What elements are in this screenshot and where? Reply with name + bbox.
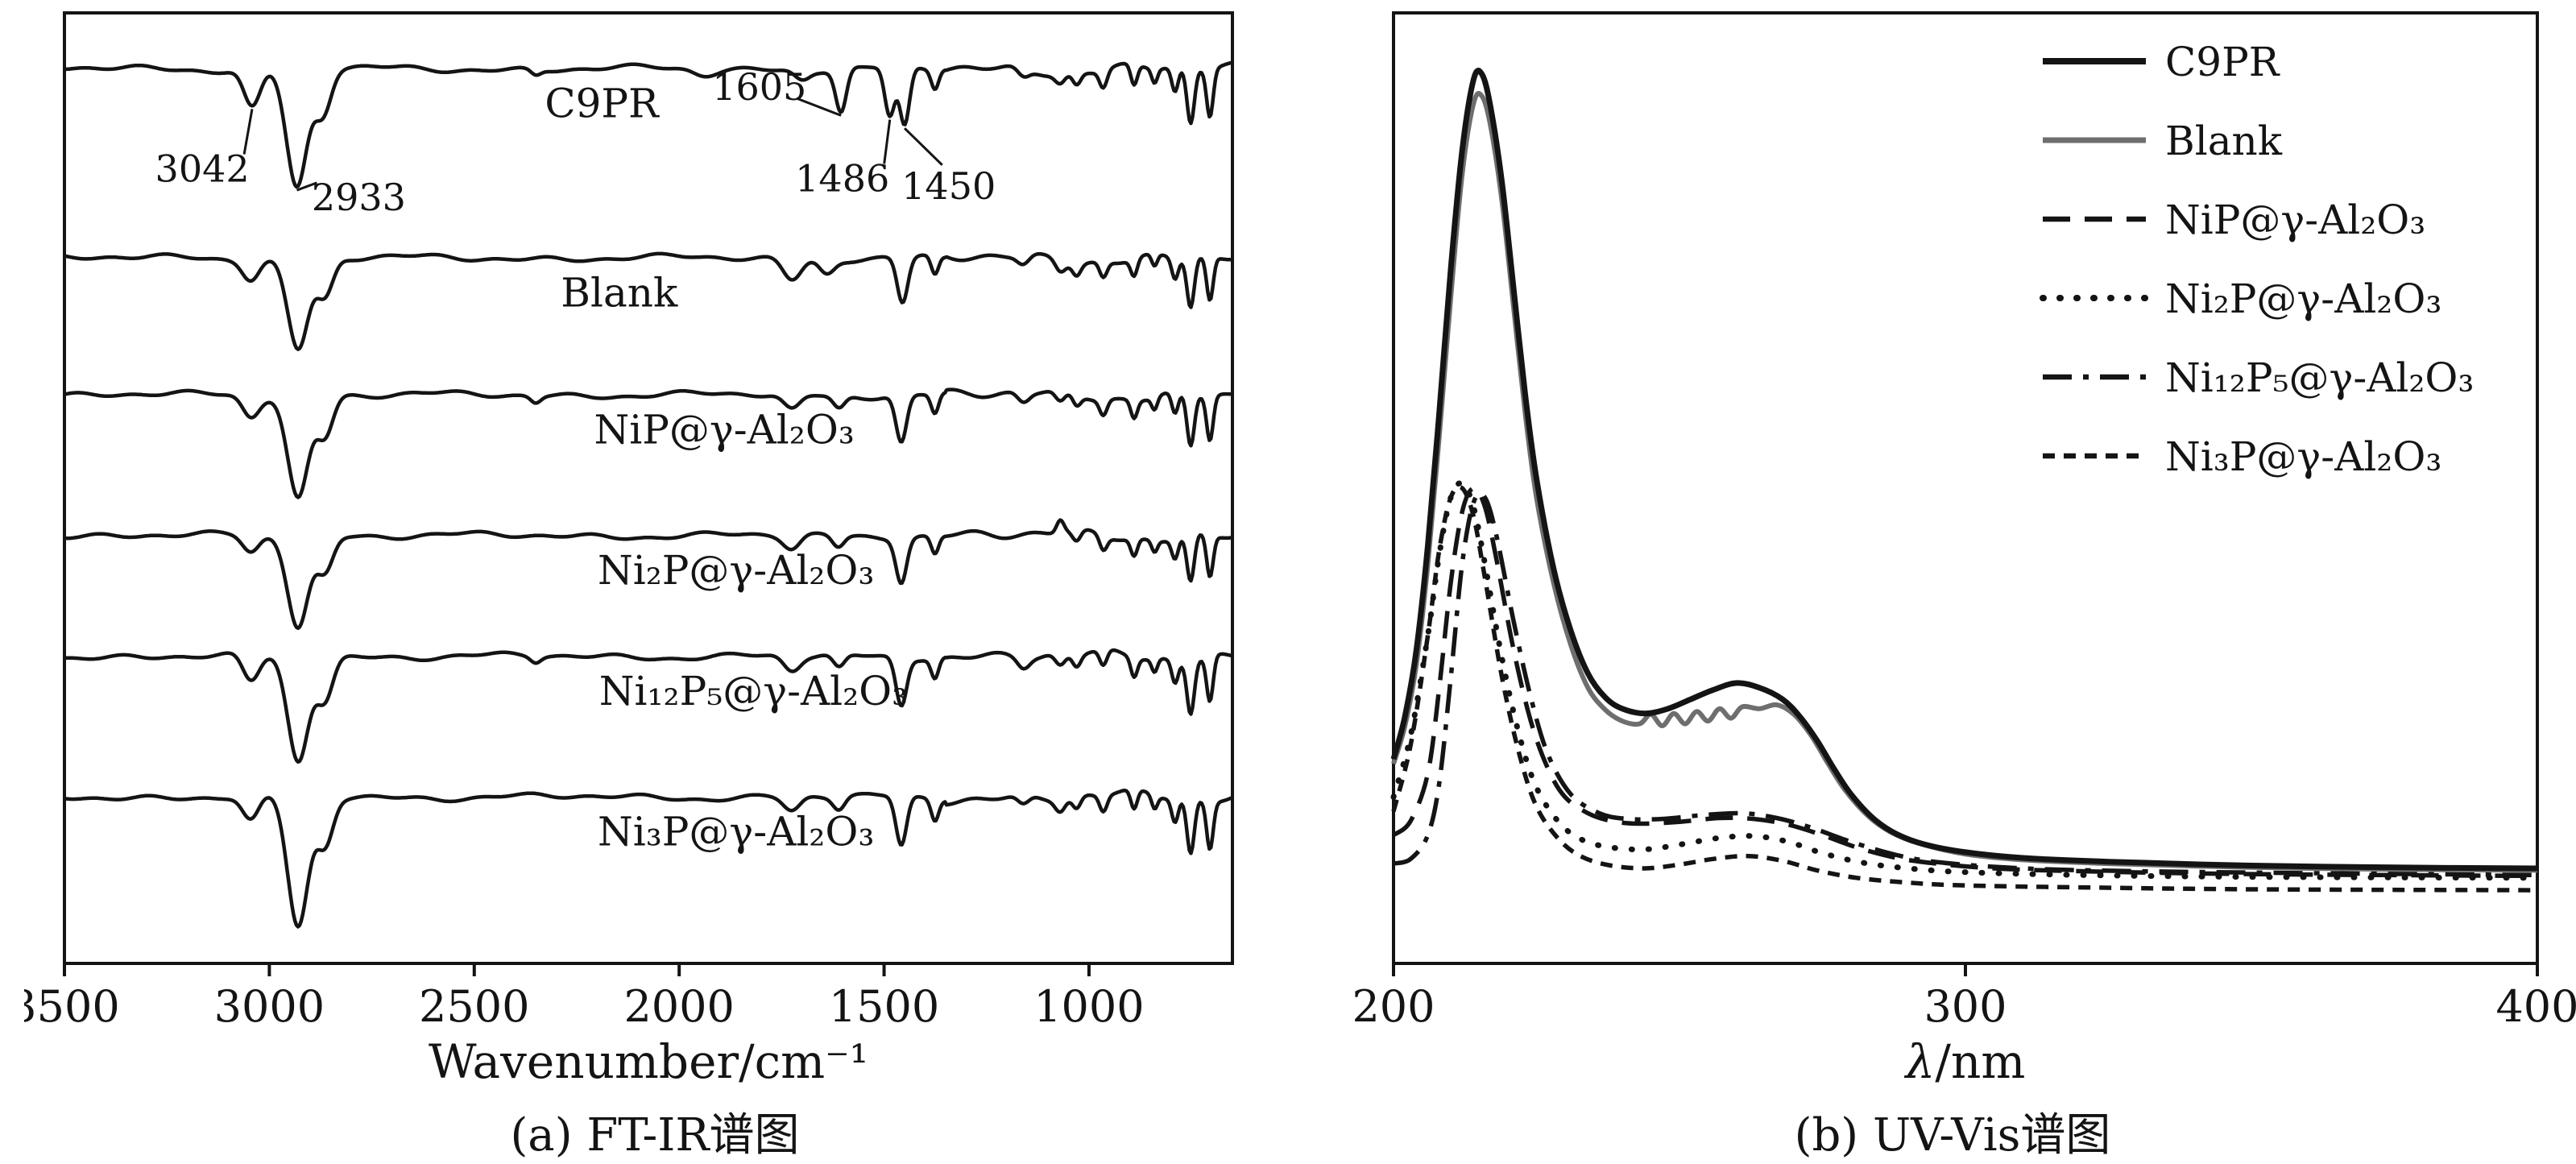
uvvis-x-tick-label: 300	[1924, 981, 2007, 1032]
ftir-x-tick-label: 1500	[829, 981, 939, 1032]
uvvis-plot-frame	[1392, 11, 2539, 965]
ftir-series-label-3: Ni₂P@γ-Al₂O₃	[598, 547, 874, 594]
legend-label-1: Blank	[2165, 118, 2283, 164]
uvvis-x-tick-label: 200	[1352, 981, 1435, 1032]
ftir-x-tick-label: 3000	[214, 981, 325, 1032]
ftir-annotation-line-0	[242, 109, 254, 155]
ftir-x-axis-label: Wavenumber/cm⁻¹	[429, 1034, 868, 1089]
uvvis-caption: (b) UV-Vis谱图	[1794, 1109, 2111, 1162]
ftir-curve-1	[64, 251, 1233, 351]
ftir-chart: Wavenumber/cm⁻¹ 3500 3000 2500 2000 1500 1000…	[24, 11, 1234, 1089]
ftir-annotation-label-3: 1486	[795, 156, 889, 200]
uvvis-chart: λ/nm 200 300 400 C9PR Blank NiP@γ-Al₂O₃ Ni₂P@γ…	[1352, 11, 2576, 1089]
ftir-annotation-label-1: 2933	[312, 176, 406, 219]
panel-uvvis: λ/nm 200 300 400 C9PR Blank NiP@γ-Al₂O₃ Ni₂P@γ…	[1329, 5, 2576, 1164]
ftir-annotation-label-0: 3042	[155, 147, 250, 191]
ftir-annotation-line-1	[296, 181, 317, 192]
ftir-curve-0	[64, 60, 1233, 189]
ftir-curve-2	[64, 387, 1233, 499]
ftir-curve-4	[64, 648, 1233, 764]
ftir-annotation-line-3	[883, 119, 892, 164]
ftir-plot-frame	[63, 11, 1234, 965]
ftir-x-tick-label: 2500	[419, 981, 529, 1032]
legend-label-0: C9PR	[2165, 39, 2280, 85]
legend-label-4: Ni₁₂P₅@γ-Al₂O₃	[2165, 354, 2474, 401]
ftir-series-label-1: Blank	[561, 269, 678, 316]
uvvis-curve-0	[1390, 68, 2538, 872]
ftir-x-tick-label: 1000	[1033, 981, 1144, 1032]
ftir-series-label-5: Ni₃P@γ-Al₂O₃	[598, 809, 874, 855]
ftir-annotation-line-4	[903, 127, 943, 166]
ftir-x-tick-label: 2000	[623, 981, 734, 1032]
ftir-series-label-4: Ni₁₂P₅@γ-Al₂O₃	[599, 668, 908, 715]
legend-label-3: Ni₂P@γ-Al₂O₃	[2165, 275, 2441, 322]
uvvis-x-tick-label: 400	[2495, 981, 2576, 1032]
uvvis-curve-4	[1393, 491, 2538, 878]
uvvis-curve-2	[1392, 486, 2538, 879]
ftir-annotation-label-4: 1450	[901, 164, 996, 208]
lambda-unit: /nm	[1935, 1034, 2025, 1089]
ftir-x-tick-label: 3500	[24, 981, 120, 1032]
ftir-annotation-line-2	[796, 97, 842, 117]
ftir-curve-3	[64, 518, 1233, 631]
lambda-symbol: λ	[1904, 1034, 1936, 1089]
ftir-series-label-2: NiP@γ-Al₂O₃	[594, 406, 855, 453]
uvvis-curve-3	[1390, 480, 2541, 881]
uvvis-x-axis-label: λ/nm	[1904, 1034, 2026, 1089]
panel-ftir: Wavenumber/cm⁻¹ 3500 3000 2500 2000 1500 1000…	[24, 5, 1286, 1164]
uvvis-curve-5	[1391, 484, 2538, 893]
legend-label-5: Ni₃P@γ-Al₂O₃	[2165, 433, 2441, 480]
ftir-annotation-label-2: 1605	[712, 65, 806, 109]
ftir-series-label-0: C9PR	[545, 81, 660, 127]
legend-label-2: NiP@γ-Al₂O₃	[2165, 197, 2425, 243]
ftir-curve-5	[64, 788, 1233, 929]
ftir-caption: (a) FT-IR谱图	[510, 1109, 800, 1162]
